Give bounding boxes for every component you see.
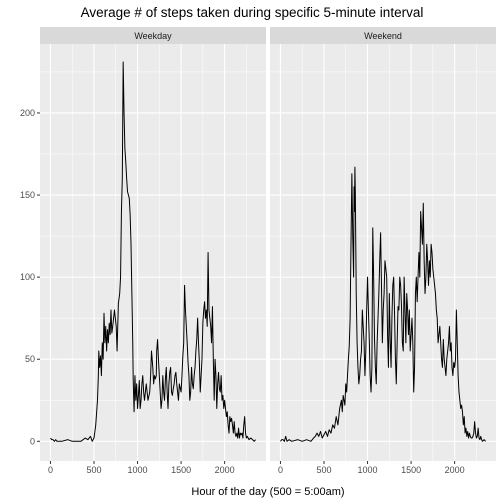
series-line-weekend	[280, 166, 486, 442]
x-tick-label: 2000	[215, 465, 235, 475]
x-tick-label: 1500	[171, 465, 191, 475]
facet-panel-weekend: Weekend 0 500 1000 1500 2000	[270, 27, 496, 475]
y-tick-label: 150	[20, 190, 35, 200]
y-tick-label: 0	[30, 436, 35, 446]
x-axis-title: Hour of the day (500 = 5:00am)	[191, 486, 345, 498]
y-tick-label: 50	[25, 354, 35, 364]
facet-strip-label: Weekday	[134, 31, 172, 41]
x-tick-label: 0	[48, 465, 53, 475]
facet-strip	[270, 27, 496, 44]
x-tick-label: 1500	[401, 465, 421, 475]
y-tick-label: 200	[20, 108, 35, 118]
panel-background	[270, 44, 496, 461]
x-tick-label: 1000	[358, 465, 378, 475]
chart-title: Average # of steps taken during specific…	[80, 5, 424, 20]
x-tick-label: 1000	[128, 465, 148, 475]
x-tick-label: 0	[278, 465, 283, 475]
y-tick-label: 100	[20, 272, 35, 282]
x-tick-label: 500	[86, 465, 101, 475]
facet-panel-weekday: Weekday 0 500 1000 1500 2000 0 50 100 150 200	[20, 27, 266, 475]
x-tick-label: 2000	[445, 465, 465, 475]
x-tick-label: 500	[316, 465, 331, 475]
panel-background	[40, 44, 266, 461]
facet-strip	[40, 27, 266, 44]
facet-strip-label: Weekend	[364, 31, 402, 41]
series-line-weekday	[50, 61, 256, 442]
